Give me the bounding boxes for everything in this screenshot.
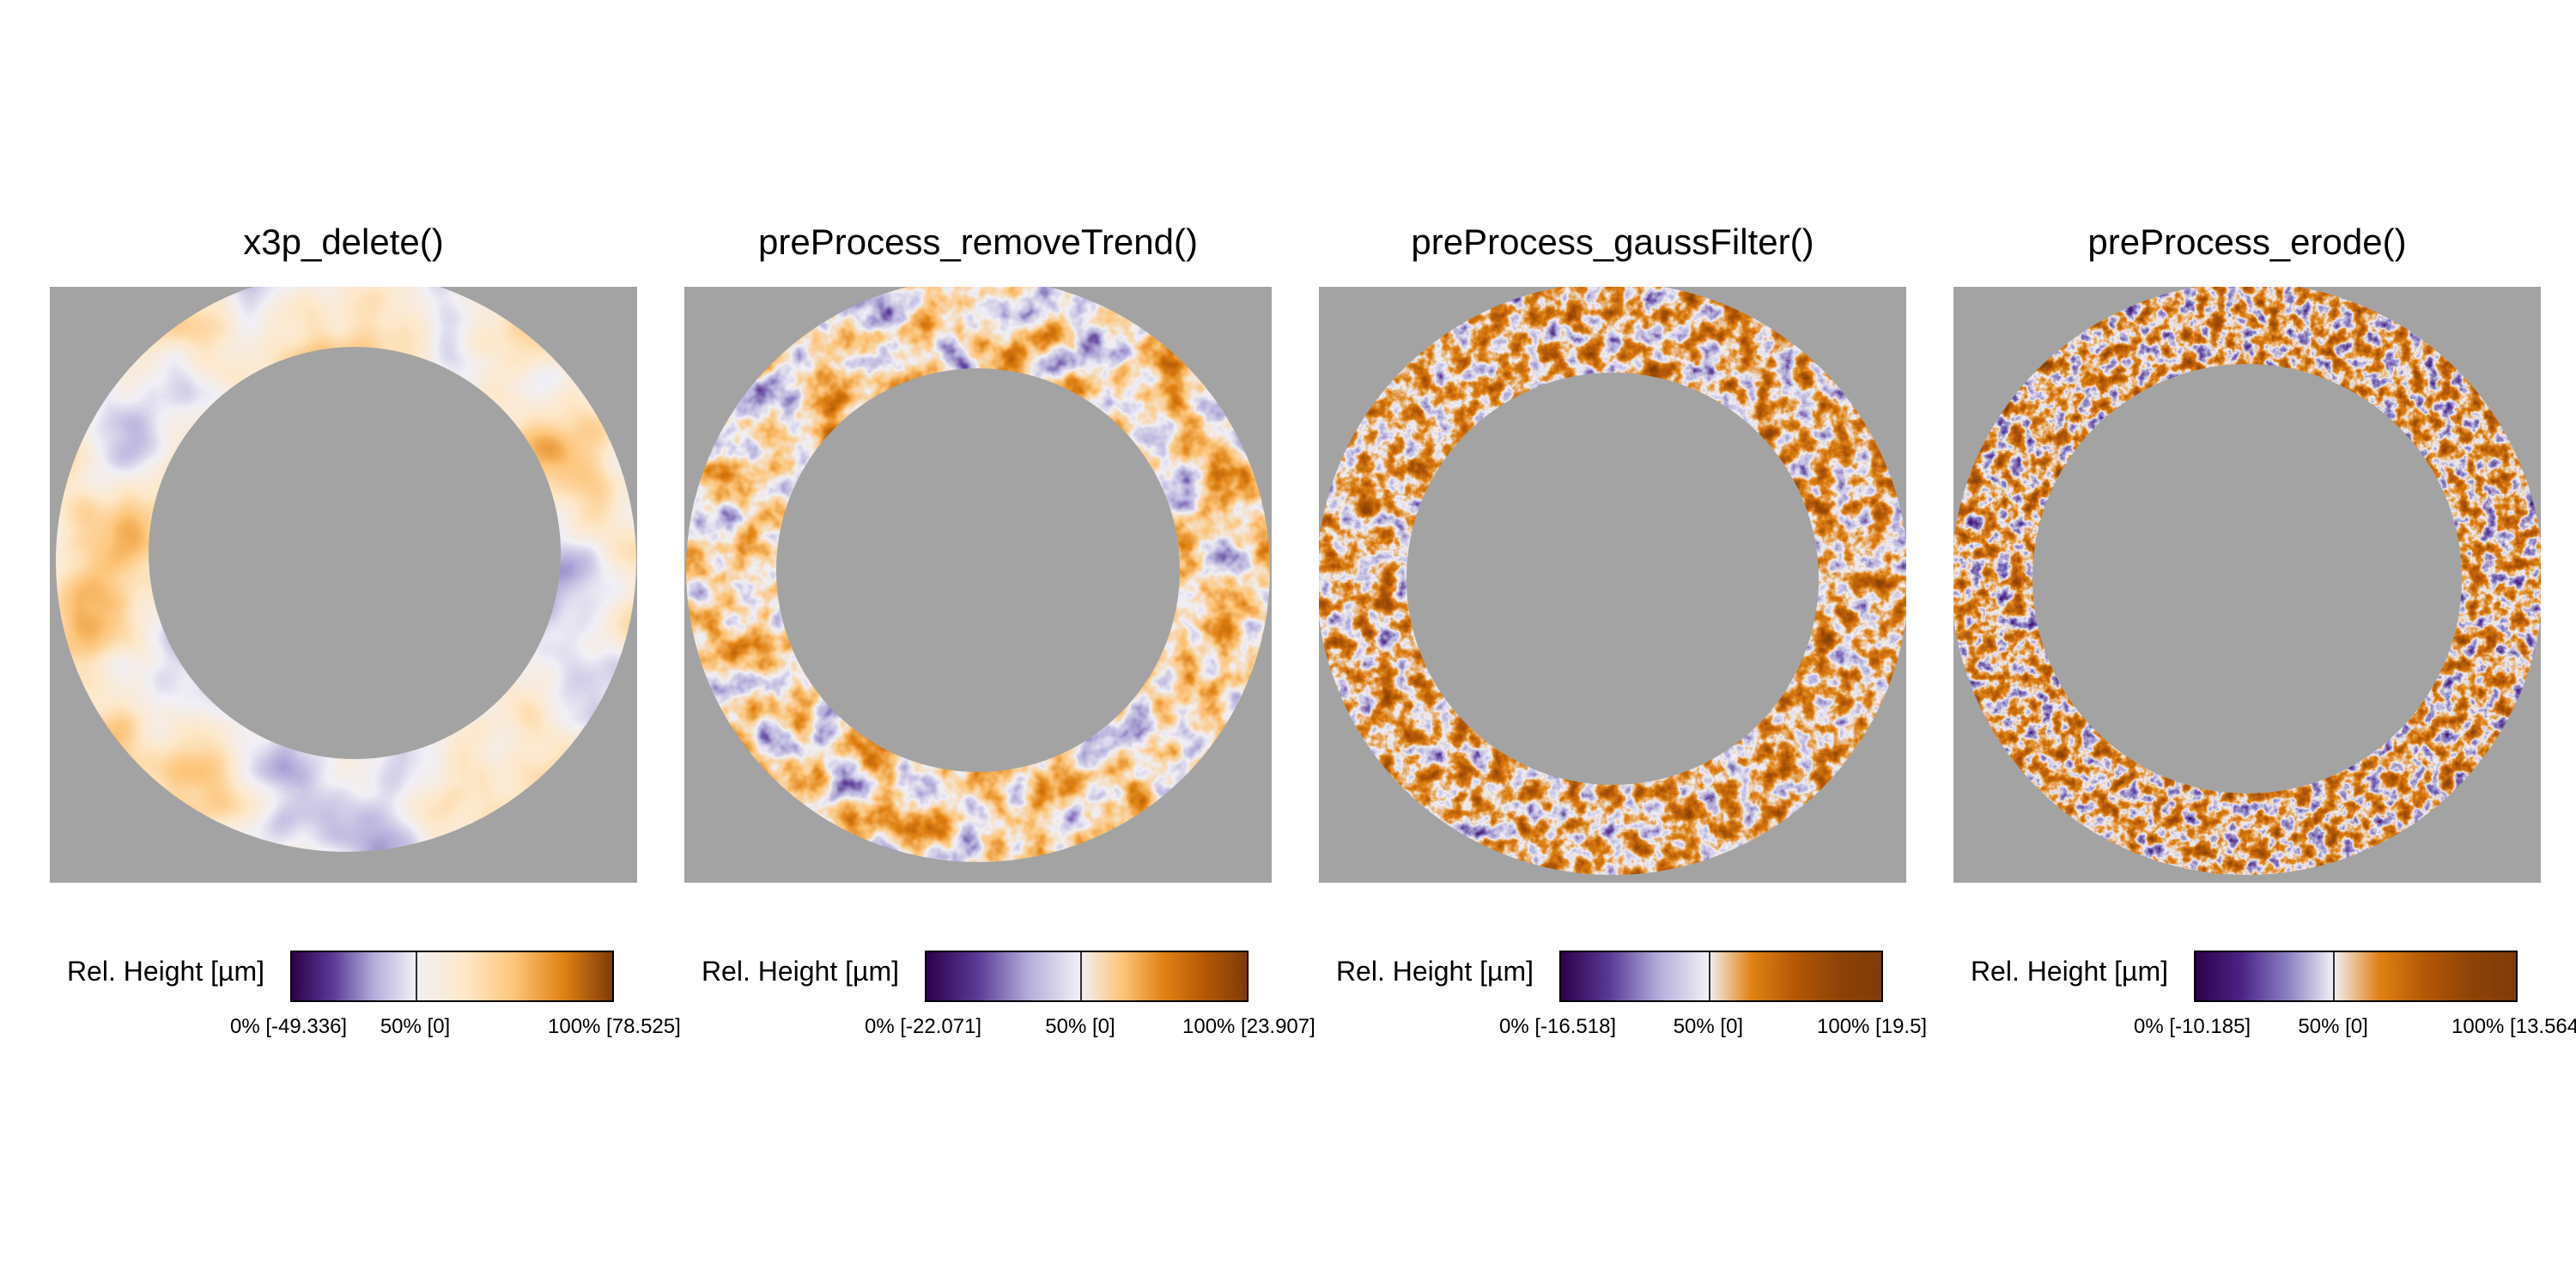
colorbar-min-label: 0% [-49.336] — [230, 1015, 348, 1038]
legend-title: Rel. Height [µm] — [1970, 956, 2168, 987]
colorbar-mid-tick — [2333, 952, 2336, 1000]
legend-title: Rel. Height [µm] — [1335, 956, 1534, 987]
colorbar-mid-tick — [415, 952, 417, 1000]
colorbar-max-label: 100% [19.5] — [1817, 1015, 1928, 1038]
heightmap-image — [50, 287, 637, 883]
colorbar — [1559, 951, 1883, 1002]
heightmap-image — [684, 287, 1272, 883]
legend-title: Rel. Height [µm] — [66, 956, 264, 987]
panel-title: x3p_delete() — [243, 222, 444, 262]
colorbar-mid-tick — [1080, 952, 1083, 1000]
panel-title: preProcess_gaussFilter() — [1411, 222, 1814, 262]
heightmap-image — [1953, 287, 2541, 883]
colorbar-mid-label: 50% [0] — [380, 1015, 451, 1038]
colorbar-min-label: 0% [-16.518] — [1499, 1015, 1617, 1038]
colorbar-max-label: 100% [78.525] — [548, 1015, 681, 1038]
colorbar-mid-label: 50% [0] — [1045, 1015, 1115, 1038]
panel-1: x3p_delete() Rel. Height [µm] 0% [-49.336]… — [50, 0, 685, 1288]
colorbar-min-label: 0% [-22.071] — [865, 1015, 982, 1038]
colorbar-max-label: 100% [13.564 — [2451, 1015, 2576, 1038]
colorbar-mid-label: 50% [0] — [1673, 1015, 1744, 1038]
colorbar-mid-tick — [1708, 952, 1710, 1000]
heightmap-image — [1319, 287, 1906, 883]
colorbar — [2194, 951, 2518, 1002]
legend-title: Rel. Height [µm] — [701, 956, 899, 987]
colorbar-mid-label: 50% [0] — [2298, 1015, 2368, 1038]
colorbar-min-label: 0% [-10.185] — [2134, 1015, 2251, 1038]
panel-title: preProcess_erode() — [2087, 222, 2407, 262]
colorbar-max-label: 100% [23.907] — [1182, 1015, 1315, 1038]
panel-title: preProcess_removeTrend() — [758, 222, 1198, 262]
colorbar — [290, 951, 614, 1002]
colorbar — [925, 951, 1249, 1002]
panel-3: preProcess_gaussFilter() Rel. Height [µm]… — [1319, 0, 1954, 1288]
panel-4: preProcess_erode() Rel. Height [µm] 0% [-1… — [1953, 0, 2576, 1288]
panel-2: preProcess_removeTrend() Rel. Height [µm]… — [684, 0, 1320, 1288]
